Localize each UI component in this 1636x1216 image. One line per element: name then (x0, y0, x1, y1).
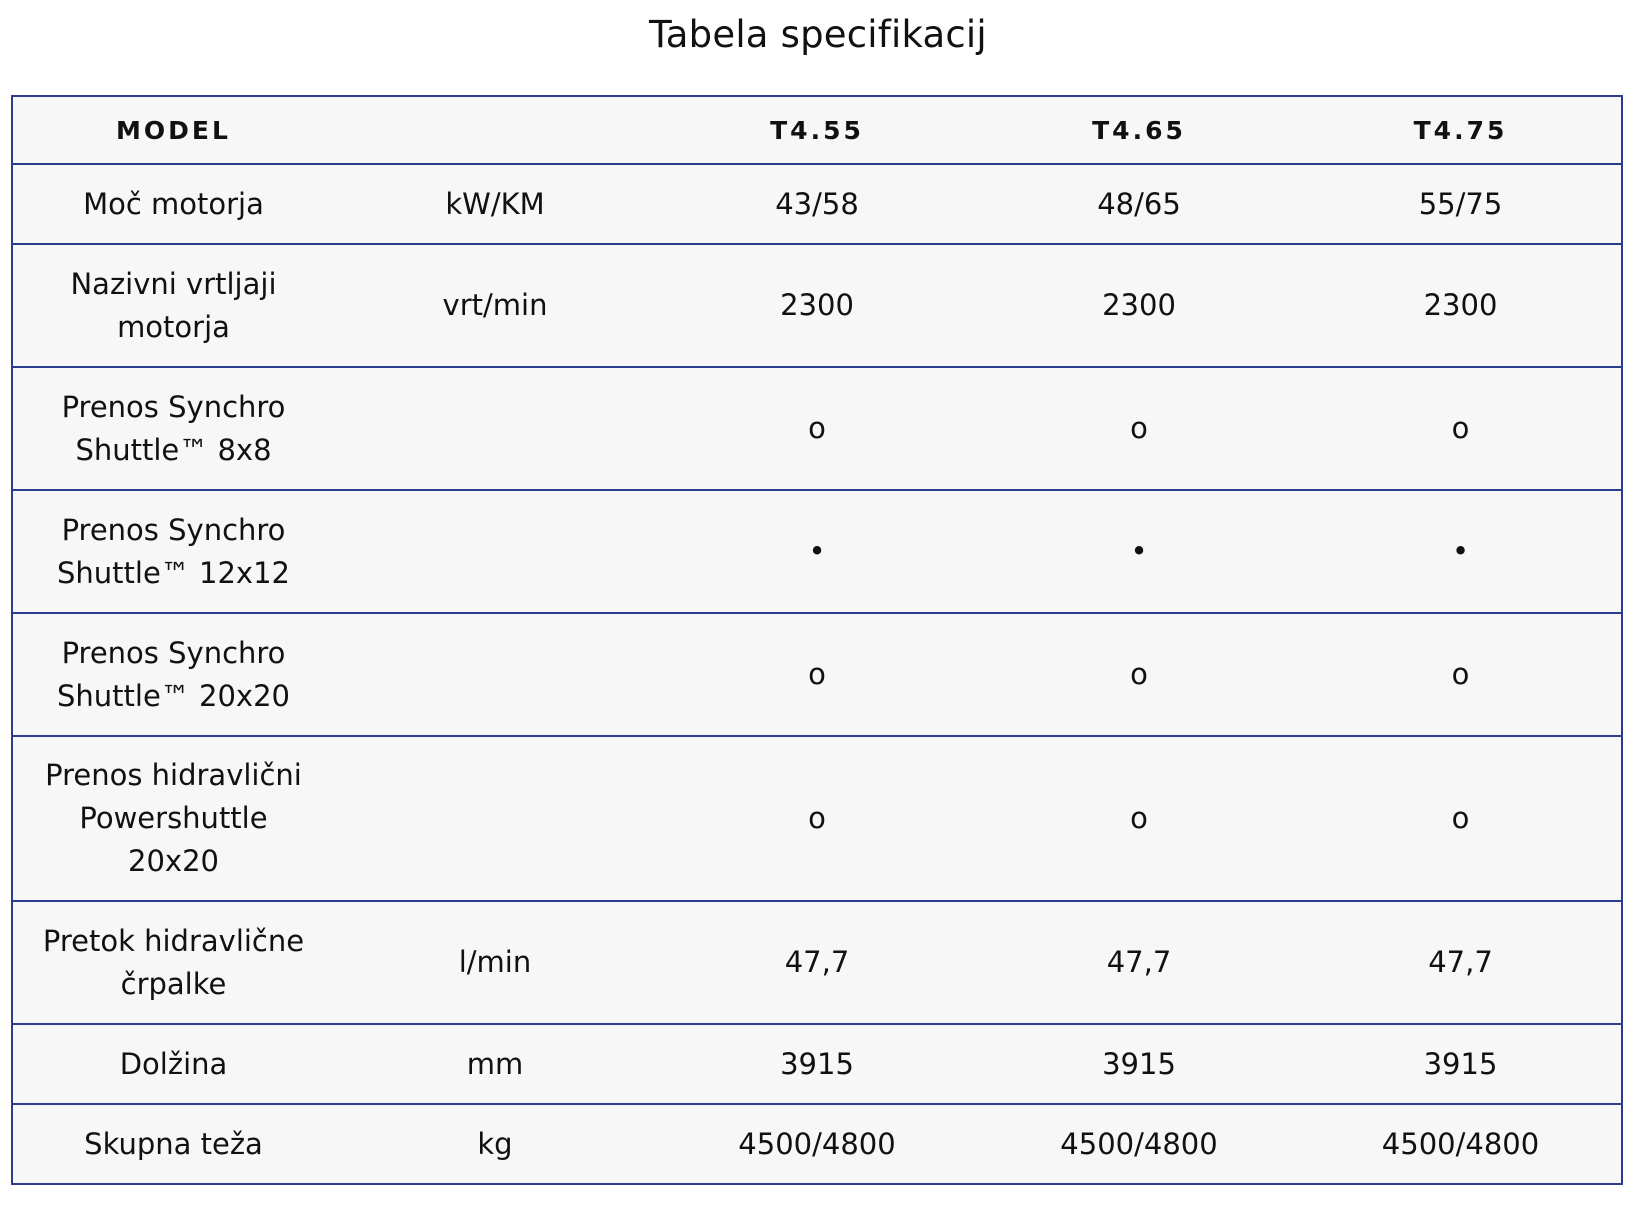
option-mark: o (656, 735, 978, 902)
page-title: Tabela specifikacij (649, 13, 987, 56)
row-name: Dolžina (12, 1023, 334, 1105)
table-row: Prenos Synchro Shuttle™ 20x20 o o o (12, 612, 1622, 737)
row-name: Prenos hidravlični Powershuttle 20x20 (12, 735, 334, 902)
header-model-t465: T4.65 (978, 95, 1300, 165)
table-row: Moč motorja kW/KM 43/58 48/65 55/75 (12, 163, 1622, 245)
header-model-t475: T4.75 (1300, 95, 1622, 165)
row-name-text: Prenos Synchro Shuttle™ 8x8 (61, 389, 286, 467)
row-value: 47,7 (656, 900, 978, 1025)
row-unit (334, 735, 656, 902)
row-unit: kW/KM (334, 163, 656, 245)
row-value: 3915 (656, 1023, 978, 1105)
row-name-text: Pretok hidravlične črpalke (42, 923, 305, 1001)
table-row: Skupna teža kg 4500/4800 4500/4800 4500/… (12, 1103, 1622, 1185)
row-name: Pretok hidravlične črpalke (12, 900, 334, 1025)
row-name: Prenos Synchro Shuttle™ 20x20 (12, 612, 334, 737)
row-unit (334, 612, 656, 737)
spec-table: MODEL T4.55 T4.65 T4.75 Moč motorja kW/K… (11, 95, 1623, 1185)
header-model-label: MODEL (12, 95, 334, 165)
table-row: Prenos Synchro Shuttle™ 8x8 o o o (12, 366, 1622, 491)
row-unit: kg (334, 1103, 656, 1185)
row-value: 55/75 (1300, 163, 1622, 245)
table-row: Dolžina mm 3915 3915 3915 (12, 1023, 1622, 1105)
row-name-text: Prenos hidravlični Powershuttle 20x20 (45, 758, 302, 878)
row-value: 4500/4800 (656, 1103, 978, 1185)
row-value: 47,7 (1300, 900, 1622, 1025)
row-name: Prenos Synchro Shuttle™ 12x12 (12, 489, 334, 614)
row-name-text: Prenos Synchro Shuttle™ 12x12 (57, 512, 290, 590)
row-unit (334, 489, 656, 614)
option-mark: o (1300, 612, 1622, 737)
row-value: 47,7 (978, 900, 1300, 1025)
row-value: 4500/4800 (978, 1103, 1300, 1185)
row-unit (334, 366, 656, 491)
option-mark: o (656, 366, 978, 491)
table-row: Pretok hidravlične črpalke l/min 47,7 47… (12, 900, 1622, 1025)
row-name-text: Nazivni vrtljaji motorja (70, 266, 277, 344)
option-mark: o (978, 366, 1300, 491)
row-unit: vrt/min (334, 243, 656, 368)
standard-mark: • (1300, 489, 1622, 614)
row-value: 4500/4800 (1300, 1103, 1622, 1185)
row-value: 2300 (978, 243, 1300, 368)
table-row: Prenos Synchro Shuttle™ 12x12 • • • (12, 489, 1622, 614)
option-mark: o (978, 612, 1300, 737)
option-mark: o (978, 735, 1300, 902)
row-unit: mm (334, 1023, 656, 1105)
row-value: 48/65 (978, 163, 1300, 245)
row-value: 43/58 (656, 163, 978, 245)
row-value: 2300 (656, 243, 978, 368)
row-unit: l/min (334, 900, 656, 1025)
option-mark: o (1300, 366, 1622, 491)
row-value: 3915 (978, 1023, 1300, 1105)
row-name: Skupna teža (12, 1103, 334, 1185)
row-name: Prenos Synchro Shuttle™ 8x8 (12, 366, 334, 491)
row-value: 3915 (1300, 1023, 1622, 1105)
header-model-t455: T4.55 (656, 95, 978, 165)
option-mark: o (1300, 735, 1622, 902)
row-name: Nazivni vrtljaji motorja (12, 243, 334, 368)
row-name-text: Prenos Synchro Shuttle™ 20x20 (57, 635, 290, 713)
table-row: Prenos hidravlični Powershuttle 20x20 o … (12, 735, 1622, 902)
option-mark: o (656, 612, 978, 737)
table-row: Nazivni vrtljaji motorja vrt/min 2300 23… (12, 243, 1622, 368)
standard-mark: • (978, 489, 1300, 614)
row-name: Moč motorja (12, 163, 334, 245)
standard-mark: • (656, 489, 978, 614)
table-header-row: MODEL T4.55 T4.65 T4.75 (12, 95, 1622, 165)
row-value: 2300 (1300, 243, 1622, 368)
header-unit-label (334, 95, 656, 165)
